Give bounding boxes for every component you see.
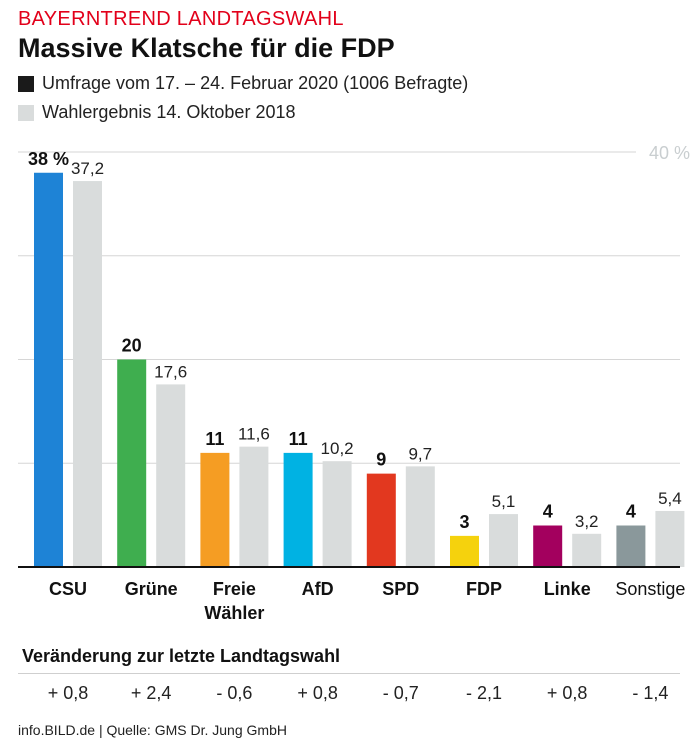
bar-election-afd [322,461,352,567]
category-label-freie-waehler-2: Wähler [204,603,264,623]
change-value-linke: + 0,8 [546,683,588,703]
bar-election-csu [73,181,102,568]
category-label-freie-waehler-1: Freie [213,579,256,599]
label-election-linke: 3,2 [575,512,599,531]
legend-label-survey: Umfrage vom 17. – 24. Februar 2020 (1006… [42,73,469,93]
bar-survey-csu [34,172,63,567]
label-survey-afd: 11 [289,429,308,449]
change-value-freie-waehler: - 0,6 [216,683,253,703]
label-election-freie-waehler: 11,6 [238,425,270,444]
legend-item-survey: Umfrage vom 17. – 24. Februar 2020 (1006… [18,73,468,94]
label-survey-spd: 9 [376,450,386,470]
label-survey-fdp: 3 [459,512,469,532]
bar-survey-linke [533,525,563,567]
legend-label-election: Wahlergebnis 14. Oktober 2018 [42,102,296,122]
change-value-spd: - 0,7 [382,683,419,703]
label-survey-csu: 38 % [28,149,69,169]
legend-item-election: Wahlergebnis 14. Oktober 2018 [18,102,296,123]
bar-survey-spd [366,473,396,567]
label-election-spd: 9,7 [408,444,432,463]
label-survey-sonstige: 4 [626,502,636,522]
label-election-afd: 10,2 [321,439,354,458]
category-label-csu: CSU [49,579,87,599]
label-survey-freie-waehler: 11 [205,429,224,449]
bar-election-linke [572,533,602,567]
kicker: BAYERNTREND LANDTAGSWAHL [18,8,344,30]
axis-max-label: 40 % [649,143,690,163]
legend-swatch-survey [18,75,34,92]
bar-survey-sonstige [616,525,646,567]
bar-election-fdp [489,514,518,567]
change-divider [18,673,680,674]
change-value-csu: + 0,8 [47,683,89,703]
bar-election-gruene [156,384,186,567]
change-value-gruene: + 2,4 [130,683,172,703]
change-value-afd: + 0,8 [297,683,338,703]
change-value-fdp: - 2,1 [465,683,503,703]
bar-election-sonstige [655,510,685,567]
category-label-fdp: FDP [466,579,502,599]
bar-survey-gruene [117,359,147,567]
headline: Massive Klatsche für die FDP [18,33,395,63]
category-label-gruene: Grüne [125,579,178,599]
bar-survey-afd [283,452,313,567]
source-note: info.BILD.de | Quelle: GMS Dr. Jung GmbH [18,722,287,738]
bar-survey-freie-waehler [200,452,230,567]
label-election-gruene: 17,6 [154,362,187,381]
label-survey-gruene: 20 [122,336,142,356]
label-election-sonstige: 5,4 [658,489,682,508]
legend-swatch-election [18,104,34,121]
category-label-spd: SPD [382,579,419,599]
category-label-sonstige: Sonstige [615,579,685,599]
change-title: Veränderung zur letzte Landtagswahl [22,646,341,666]
label-election-fdp: 5,1 [492,492,516,511]
bar-election-freie-waehler [239,446,269,567]
category-label-afd: AfD [302,579,334,599]
bar-chart: 40 % 38 % 37,2 CSU 20 17,6 Grüne 11 11,6 Freie Wäh… [18,143,690,623]
label-election-csu: 37,2 [71,159,104,178]
bar-survey-fdp [450,535,479,567]
label-survey-linke: 4 [543,502,553,522]
bar-election-spd [405,466,435,567]
category-label-linke: Linke [544,579,591,599]
change-value-sonstige: - 1,4 [632,683,669,703]
